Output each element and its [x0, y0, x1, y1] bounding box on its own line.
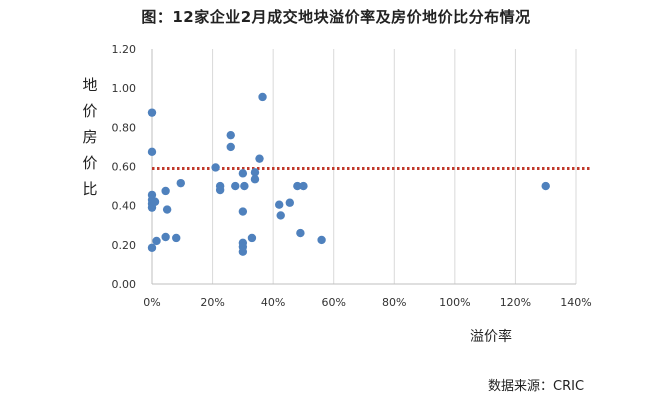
data-point [162, 205, 172, 214]
data-point [238, 207, 248, 216]
chart-title: 图：12家企业2月成交地块溢价率及房价地价比分布情况 [141, 8, 531, 26]
data-point [215, 185, 225, 195]
data-point [161, 232, 170, 242]
x-tick-label: 140% [560, 296, 591, 309]
y-tick-label: 0.40 [112, 200, 137, 213]
data-point [150, 197, 160, 206]
data-point [176, 178, 185, 188]
data-point [317, 235, 326, 245]
data-point [211, 163, 220, 172]
data-point [238, 169, 248, 178]
data-point [276, 211, 285, 220]
y-tick-label: 0.20 [112, 239, 137, 252]
data-point [226, 142, 235, 152]
x-tick-label: 80% [382, 296, 406, 309]
data-point [255, 154, 264, 163]
data-point [147, 243, 157, 252]
data-point [285, 198, 294, 207]
data-point [147, 147, 157, 157]
y-tick-label: 1.20 [112, 43, 137, 56]
data-point [293, 181, 302, 191]
data-point [250, 175, 260, 184]
x-axis-label: 溢价率 [470, 329, 512, 345]
y-tick-label: 0.80 [112, 121, 137, 134]
data-point [296, 228, 305, 238]
data-point [147, 108, 157, 117]
y-tick-label: 0.00 [112, 278, 137, 291]
data-point [238, 247, 248, 256]
data-point [240, 181, 249, 191]
x-tick-label: 0% [143, 296, 160, 309]
data-point [247, 233, 257, 243]
y-tick-label: 1.00 [112, 82, 137, 95]
x-tick-label: 60% [321, 296, 345, 309]
x-tick-label: 20% [200, 296, 224, 309]
data-point [541, 181, 550, 191]
grid-lines [212, 49, 577, 284]
data-point [172, 233, 181, 243]
x-tick-labels: 0% 20% 40% 60% 80% 100% 120% 140% [143, 296, 591, 309]
source-note: 数据来源：CRIC [488, 379, 585, 394]
y-tick-label: 0.60 [112, 161, 137, 174]
data-point [231, 181, 240, 191]
y-tick-labels: 0.00 0.20 0.40 0.60 0.80 1.00 1.20 [112, 43, 137, 291]
data-point [161, 186, 170, 196]
x-tick-label: 120% [500, 296, 531, 309]
data-point [250, 168, 260, 177]
data-point [299, 181, 308, 191]
y-axis-label: 地价房价比 [82, 76, 98, 198]
data-point [275, 200, 284, 209]
x-tick-label: 100% [439, 296, 470, 309]
data-point [152, 236, 161, 246]
data-point [258, 92, 267, 102]
data-point [226, 130, 235, 140]
x-tick-label: 40% [261, 296, 285, 309]
data-points [147, 92, 550, 256]
